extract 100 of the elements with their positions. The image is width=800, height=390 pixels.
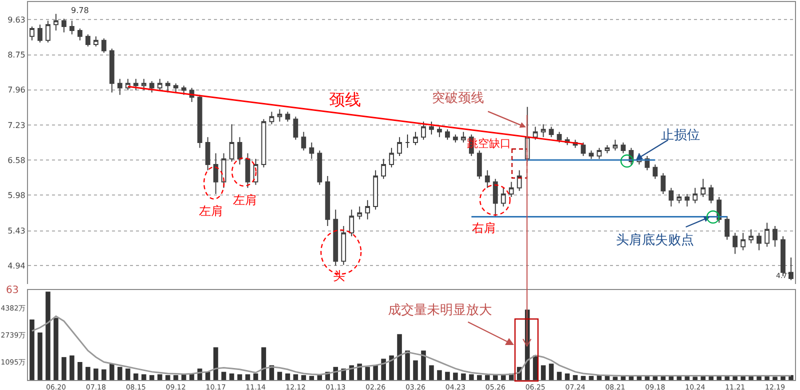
bar xyxy=(309,376,314,380)
bar xyxy=(285,373,290,380)
candlestick xyxy=(492,178,498,218)
candlestick xyxy=(30,26,34,41)
candlestick xyxy=(452,134,458,143)
bar xyxy=(54,318,58,380)
candlestick xyxy=(700,178,706,198)
candlestick xyxy=(69,20,74,35)
candlestick xyxy=(548,126,554,138)
bar xyxy=(62,357,66,380)
annotation: 成交量未明显放大 xyxy=(388,302,492,318)
bar xyxy=(317,375,322,380)
bar xyxy=(373,365,378,380)
candlestick xyxy=(317,150,322,186)
bar xyxy=(429,365,434,380)
bar xyxy=(30,319,34,380)
bar xyxy=(301,375,306,380)
bar xyxy=(437,370,442,380)
bar xyxy=(78,362,82,380)
candlestick xyxy=(389,147,394,168)
bar xyxy=(556,372,562,380)
candlestick xyxy=(357,206,362,220)
candlestick xyxy=(620,142,626,154)
candlestick xyxy=(205,136,210,171)
bar xyxy=(229,373,234,380)
bar xyxy=(612,376,618,380)
bar xyxy=(469,374,474,380)
bar xyxy=(405,350,410,380)
bar xyxy=(548,364,554,380)
y-tick-label: 7.23 xyxy=(8,121,26,130)
y-tick-label: 4.94 xyxy=(8,261,26,270)
candlestick xyxy=(165,80,170,94)
candlestick xyxy=(373,170,378,210)
candlestick xyxy=(421,121,426,140)
y-tick-label: 5.43 xyxy=(8,226,26,236)
y-tick-label: 9.63 xyxy=(8,15,26,24)
bar xyxy=(165,375,170,380)
annotation: 突破颈线 xyxy=(432,91,484,106)
candlestick xyxy=(46,20,50,43)
bar xyxy=(94,368,98,380)
annotation: 左肩 xyxy=(233,193,257,207)
annotation: 左肩 xyxy=(199,204,223,218)
candlestick xyxy=(772,226,778,248)
candlestick xyxy=(756,232,762,251)
y-tick-label: 6.58 xyxy=(8,156,26,165)
candlestick xyxy=(285,111,290,122)
bar xyxy=(117,366,122,380)
y-tick-label: 8.75 xyxy=(8,50,26,60)
bar xyxy=(365,366,370,380)
candlestick xyxy=(261,118,266,168)
candlestick xyxy=(229,124,234,162)
bar xyxy=(540,365,546,380)
candlestick xyxy=(724,216,730,240)
candlestick xyxy=(540,124,546,138)
bar xyxy=(453,372,458,380)
candlestick xyxy=(125,78,130,91)
candlestick xyxy=(580,142,586,157)
bar xyxy=(245,374,250,380)
candlestick xyxy=(445,128,450,140)
bar xyxy=(46,292,50,380)
candlestick xyxy=(109,48,114,94)
y-tick-label: 7.96 xyxy=(8,86,26,95)
candlestick xyxy=(101,38,106,54)
candlestick xyxy=(269,111,274,125)
bar xyxy=(381,358,386,380)
candlestick xyxy=(181,85,186,96)
candlestick xyxy=(748,228,754,244)
candlestick xyxy=(437,126,442,138)
candlestick xyxy=(213,152,218,194)
candlestick xyxy=(237,136,242,165)
bar xyxy=(109,364,114,380)
bar xyxy=(604,376,610,380)
candlestick xyxy=(500,187,506,207)
candlestick xyxy=(173,82,178,94)
candlestick xyxy=(197,94,202,148)
candlestick xyxy=(668,187,674,207)
candlestick xyxy=(652,164,658,180)
candlestick xyxy=(277,108,282,122)
annotation: 头肩底失败点 xyxy=(616,232,694,248)
bar xyxy=(461,373,466,380)
candlestick xyxy=(365,200,370,220)
candlestick xyxy=(157,78,162,91)
candlestick xyxy=(54,13,58,31)
candlestick xyxy=(476,150,482,180)
candlestick xyxy=(309,142,314,160)
bar xyxy=(277,372,282,380)
candlestick xyxy=(684,193,690,207)
bar xyxy=(38,332,42,380)
candlestick xyxy=(62,18,66,33)
candlestick xyxy=(740,232,746,251)
bar xyxy=(221,372,226,380)
candlestick xyxy=(732,232,738,254)
bar xyxy=(445,372,450,380)
bar xyxy=(580,376,586,380)
bar xyxy=(173,375,178,380)
bar xyxy=(133,373,138,380)
annotation: 9.78 xyxy=(71,6,89,15)
bar xyxy=(102,369,106,380)
candlestick xyxy=(149,80,154,94)
annotation: 头 xyxy=(333,269,345,283)
